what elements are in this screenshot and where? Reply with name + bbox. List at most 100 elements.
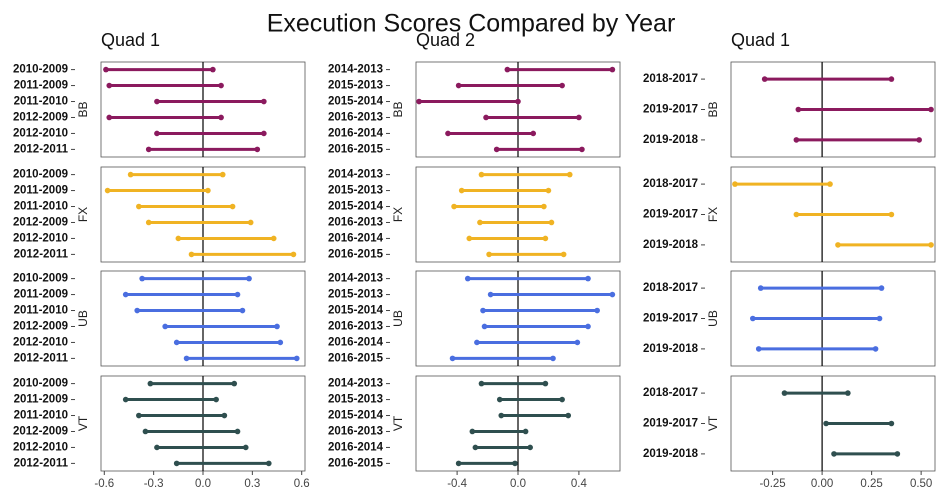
dumbbell-end-point: [266, 460, 272, 467]
dumbbell-start-point: [835, 242, 841, 248]
y-tick-label: 2018-2017: [643, 73, 698, 85]
dumbbell-end-point: [210, 66, 216, 73]
dumbbell-end-point: [247, 219, 254, 226]
dumbbell-end-point: [277, 339, 284, 346]
event-label: BB: [391, 101, 405, 117]
x-tick-label: -0.3: [144, 478, 164, 490]
x-tick-label: 0.4: [571, 478, 588, 490]
dumbbell-start-point: [122, 396, 129, 403]
y-tick-label: 2016-2015: [328, 457, 384, 469]
dumbbell-end-point: [242, 444, 249, 451]
y-tick-label: 2016-2014: [328, 127, 384, 139]
dumbbell-start-point: [136, 203, 142, 210]
dumbbell-start-point: [145, 146, 152, 153]
y-tick-label: 2016-2013: [328, 321, 383, 333]
dumbbell-end-point: [916, 137, 922, 143]
dumbbell-end-point: [246, 275, 252, 282]
y-tick-label: 2011-2009: [14, 185, 68, 197]
y-tick-label: 2015-2014: [328, 96, 384, 108]
y-tick-label: 2011-2009: [14, 394, 68, 406]
y-tick-label: 2016-2013: [328, 112, 383, 124]
dumbbell-end-point: [205, 187, 211, 194]
dumbbell-start-point: [104, 187, 111, 194]
y-tick-label: 2012-2009: [13, 112, 68, 124]
dumbbell-start-point: [477, 219, 483, 226]
dumbbell-end-point: [878, 285, 885, 291]
y-tick-label: 2010-2009: [13, 378, 68, 390]
dumbbell-end-point: [609, 291, 616, 298]
dumbbell-start-point: [761, 76, 768, 82]
x-tick-label: -0.6: [94, 478, 114, 490]
dumbbell-start-point: [154, 444, 160, 451]
dumbbell-end-point: [594, 307, 600, 314]
y-tick-label: 2012-2011: [14, 352, 69, 364]
dumbbell-end-point: [261, 130, 267, 137]
dumbbell-end-point: [541, 203, 547, 210]
dumbbell-end-point: [512, 460, 518, 467]
dumbbell-start-point: [469, 428, 476, 435]
y-tick-label: 2019-2018: [643, 448, 699, 460]
dumbbell-end-point: [254, 146, 261, 153]
dumbbell-end-point: [888, 211, 895, 218]
dumbbell-end-point: [888, 420, 895, 427]
dumbbell-start-point: [173, 460, 180, 467]
y-tick-label: 2015-2014: [328, 410, 384, 422]
y-tick-label: 2015-2013: [328, 289, 383, 301]
dumbbell-start-point: [795, 106, 802, 113]
y-tick-label: 2019-2017: [643, 418, 698, 430]
dumbbell-end-point: [548, 219, 555, 226]
dumbbell-start-point: [449, 355, 456, 362]
event-label: UB: [391, 310, 405, 327]
dumbbell-start-point: [755, 346, 762, 352]
dumbbell-start-point: [455, 82, 462, 89]
dumbbell-end-point: [274, 323, 280, 330]
y-tick-label: 2011-2009: [14, 289, 68, 301]
dumbbell-start-point: [103, 66, 109, 73]
dumbbell-start-point: [504, 66, 511, 73]
dumbbell-end-point: [894, 451, 901, 457]
dumbbell-start-point: [188, 251, 195, 258]
y-tick-label: 2011-2009: [14, 80, 68, 92]
y-tick-label: 2018-2017: [643, 387, 698, 399]
dumbbell-start-point: [781, 390, 788, 396]
y-tick-label: 2012-2009: [13, 321, 68, 333]
y-tick-label: 2019-2018: [643, 239, 699, 251]
event-label: BB: [76, 101, 90, 117]
dumbbell-end-point: [234, 291, 241, 298]
dumbbell-start-point: [162, 323, 168, 330]
dumbbell-start-point: [173, 339, 180, 346]
event-label: VT: [391, 415, 405, 431]
dumbbell-start-point: [142, 428, 149, 435]
y-tick-label: 2019-2017: [643, 104, 698, 116]
y-tick-label: 2014-2013: [328, 378, 383, 390]
dumbbell-start-point: [793, 137, 800, 143]
y-tick-label: 2012-2011: [14, 248, 69, 260]
dumbbell-end-point: [545, 187, 552, 194]
event-label: VT: [706, 415, 720, 431]
y-tick-label: 2019-2018: [643, 343, 699, 355]
dumbbell-start-point: [474, 339, 480, 346]
dumbbell-start-point: [134, 307, 140, 314]
dumbbell-start-point: [154, 130, 160, 137]
dumbbell-end-point: [293, 355, 300, 362]
y-tick-label: 2012-2011: [14, 457, 69, 469]
dumbbell-start-point: [478, 380, 485, 387]
dumbbell-start-point: [472, 444, 479, 451]
dumbbell-start-point: [487, 291, 494, 298]
y-tick-label: 2015-2014: [328, 201, 384, 213]
dumbbell-end-point: [560, 251, 567, 258]
y-tick-label: 2018-2017: [643, 178, 698, 190]
y-tick-label: 2015-2014: [328, 305, 384, 317]
y-tick-label: 2014-2013: [328, 169, 383, 181]
dumbbell-end-point: [239, 307, 246, 314]
dumbbell-end-point: [522, 428, 529, 435]
y-tick-label: 2011-2010: [14, 96, 68, 108]
y-tick-label: 2011-2010: [14, 410, 68, 422]
y-tick-label: 2019-2017: [643, 209, 698, 221]
panel-column-title: Quad 1: [101, 30, 160, 50]
dumbbell-start-point: [127, 171, 134, 178]
dumbbell-end-point: [928, 242, 934, 248]
y-tick-label: 2016-2015: [328, 352, 384, 364]
dumbbell-start-point: [147, 380, 154, 387]
dumbbell-start-point: [451, 203, 457, 210]
